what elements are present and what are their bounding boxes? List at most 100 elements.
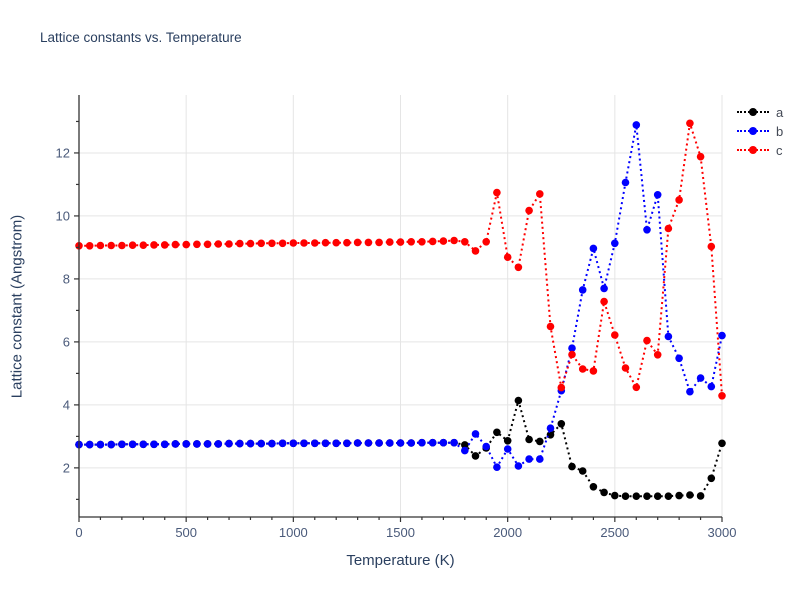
series-c-point <box>707 242 716 251</box>
series-c-point <box>268 239 276 248</box>
y-tick-label: 10 <box>56 208 70 223</box>
series-c-point <box>343 238 351 247</box>
legend-item-a[interactable]: a <box>737 103 783 122</box>
series-a-point <box>664 492 673 501</box>
series-c-point <box>364 238 373 247</box>
series-c-point <box>611 331 619 339</box>
series-b-point <box>300 439 308 448</box>
series-a-point <box>611 491 619 500</box>
legend-item-c[interactable]: c <box>737 141 783 160</box>
ticks <box>74 120 723 522</box>
series-a-point <box>471 452 480 460</box>
legend-marker-a <box>737 108 769 117</box>
series-b-point <box>514 462 523 470</box>
series-c-point <box>471 247 480 255</box>
legend-label-a: a <box>776 105 784 120</box>
series-b-point <box>203 440 212 448</box>
series-b-point <box>289 439 298 448</box>
series-a-point <box>643 492 651 501</box>
x-axis-title: Temperature (K) <box>346 552 455 569</box>
series-a-point <box>568 462 576 471</box>
series-c-point <box>236 239 244 248</box>
series-a-point <box>632 492 641 501</box>
series-c-point <box>461 238 469 246</box>
series-b-point <box>375 439 383 447</box>
series-b-point <box>311 439 319 448</box>
series-b-point <box>578 286 587 294</box>
series-b <box>75 121 726 472</box>
series-c-point <box>696 152 705 161</box>
series-b-point <box>160 440 169 449</box>
series-c-point <box>311 239 319 247</box>
series-c-point <box>278 239 287 248</box>
series-c-point <box>396 238 405 246</box>
series-c-point <box>386 238 394 246</box>
x-tick-label: 3000 <box>708 525 737 540</box>
series-c-point <box>418 238 426 246</box>
series-b-point <box>418 438 426 447</box>
series-c-point <box>171 240 180 249</box>
series-b-point <box>632 121 641 129</box>
series-b-point <box>503 445 512 453</box>
series-c-point <box>85 242 94 250</box>
series-c-point <box>536 190 544 198</box>
series-c-point <box>118 241 126 250</box>
series-b-point <box>171 440 180 448</box>
series-a-point <box>707 474 716 483</box>
series-b-point <box>321 439 330 448</box>
x-tick-label: 2500 <box>600 525 629 540</box>
series-b-point <box>653 191 662 199</box>
series-a-point <box>675 491 683 500</box>
x-tick-label: 500 <box>175 525 197 540</box>
series-c-point <box>300 239 308 247</box>
series-b-point <box>343 439 351 448</box>
series-c-point <box>589 367 598 375</box>
series-b-point <box>696 374 705 382</box>
x-tick-label: 2000 <box>493 525 522 540</box>
series-b-point <box>686 387 694 396</box>
series-b-point <box>268 439 276 448</box>
series-c-point <box>557 383 566 392</box>
series-b-point <box>246 439 255 448</box>
y-tick-label: 4 <box>63 397 70 412</box>
series-a-point <box>525 435 533 444</box>
series-b-point <box>96 440 105 449</box>
series-a-point <box>686 491 694 499</box>
chart-title: Lattice constants vs. Temperature <box>40 30 242 45</box>
series-b-point <box>450 438 458 447</box>
series-a-point <box>536 437 544 446</box>
series-c-point <box>653 351 662 359</box>
series-b-point <box>546 424 555 433</box>
series-b-point <box>85 440 94 449</box>
series-c-point <box>503 253 512 261</box>
series-c-point <box>128 241 137 249</box>
series-b-point <box>621 178 630 187</box>
series-b-point <box>278 439 287 448</box>
tick-labels: 0 500 1000 1500 2000 2500 3000 2 4 6 8 10 12 <box>56 145 737 540</box>
series-a-point <box>514 396 523 405</box>
series-c-point <box>246 239 255 248</box>
series-c-point <box>257 239 266 248</box>
series-c-point <box>407 238 416 246</box>
series-b-point <box>643 226 651 234</box>
series-c-point <box>289 239 298 247</box>
series-c-point <box>203 240 212 249</box>
series-b-point <box>332 439 341 448</box>
series-c-point <box>428 237 437 246</box>
y-tick-label: 12 <box>56 145 70 160</box>
series-b-point <box>107 440 115 449</box>
series-b-point <box>718 331 726 340</box>
series-b-point <box>493 463 501 472</box>
series-b-point <box>225 439 233 448</box>
series-b-point <box>364 439 373 447</box>
series-c-point <box>139 241 148 249</box>
series-a-point <box>493 428 501 437</box>
series-c-point <box>632 383 641 392</box>
series-c-point <box>686 119 694 128</box>
legend-item-b[interactable]: b <box>737 122 783 141</box>
series-c-point <box>96 241 105 250</box>
series-c-point <box>375 238 383 247</box>
series-c-point <box>214 240 223 248</box>
series-b-point <box>536 455 544 463</box>
series-b-point <box>214 440 223 448</box>
